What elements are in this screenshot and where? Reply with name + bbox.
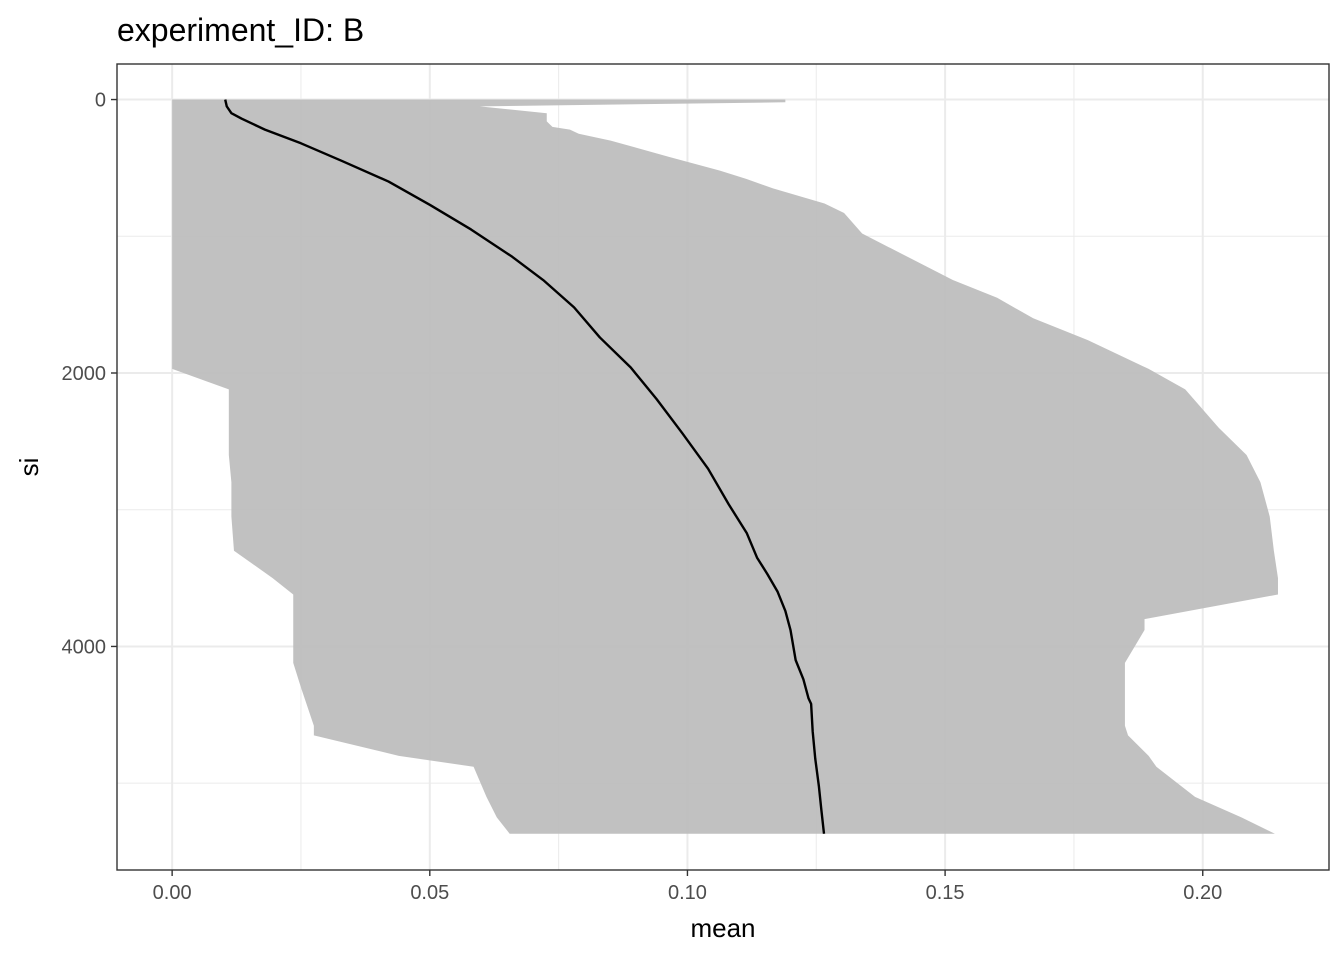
confidence-ribbon-layer — [172, 99, 1278, 834]
confidence-ribbon — [172, 99, 1278, 834]
x-axis-title: mean — [690, 913, 755, 943]
x-tick-label: 0.00 — [153, 882, 192, 904]
x-tick-label: 0.10 — [668, 882, 707, 904]
x-tick-label: 0.20 — [1183, 882, 1222, 904]
mean-line — [224, 99, 826, 834]
y-tick-label: 4000 — [62, 636, 107, 658]
plot-panel — [116, 63, 1330, 871]
x-tick-label: 0.05 — [410, 882, 449, 904]
y-tick-label: 0 — [95, 90, 106, 112]
y-tick-label: 2000 — [62, 363, 107, 385]
mean-line-layer — [224, 99, 826, 834]
x-axis: 0.00 0.05 0.10 0.15 0.20 — [153, 870, 1222, 904]
y-axis: 0 2000 4000 — [62, 90, 117, 658]
panel-border — [116, 63, 1330, 871]
x-tick-label: 0.15 — [926, 882, 965, 904]
chart-title: experiment_ID: B — [117, 12, 364, 48]
y-axis-title: si — [14, 458, 44, 477]
